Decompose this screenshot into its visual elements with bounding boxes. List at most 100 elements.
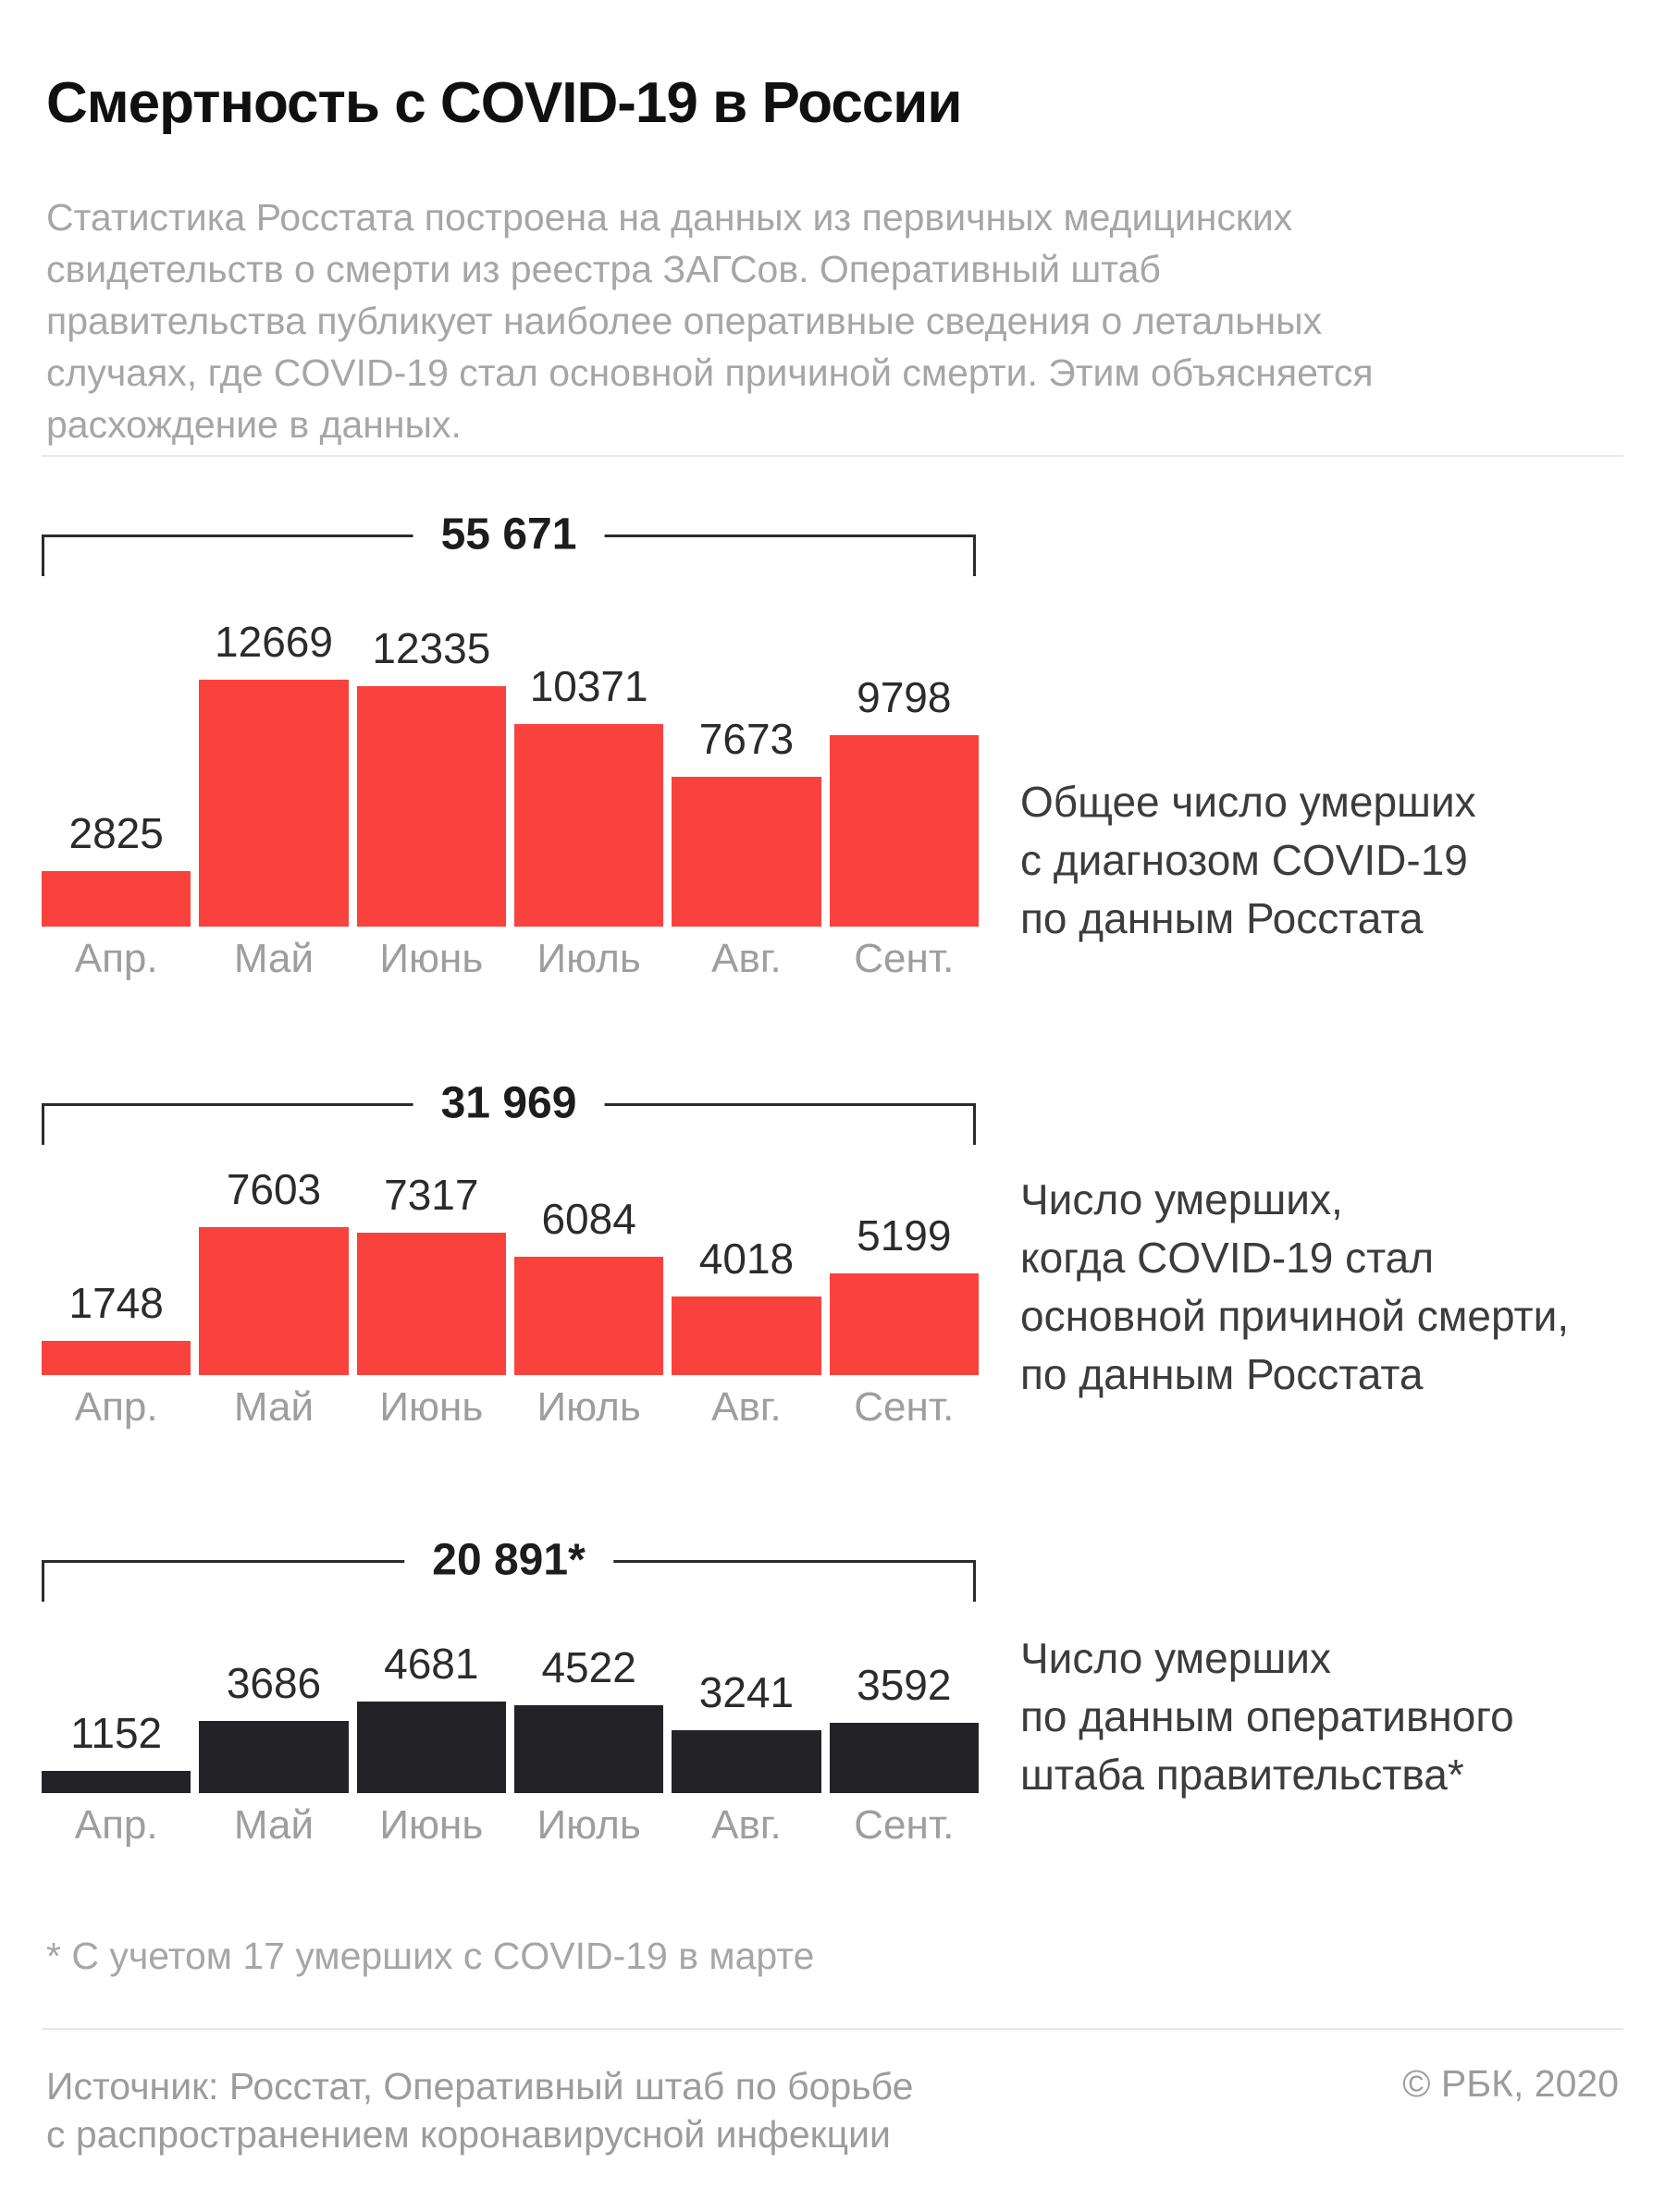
chart1-bar-group-sep: 9798: [829, 672, 979, 927]
month-label: Май: [233, 936, 314, 981]
chart2-bar-group-jun: 7317: [356, 1170, 506, 1375]
month-label: Май: [233, 1384, 314, 1430]
chart1-bar-group-jul: 10371: [513, 661, 664, 927]
chart1-bar-group-apr: 2825: [42, 808, 191, 927]
chart1-bars: 2825 12669 12335 10371 7673 9798: [42, 594, 979, 927]
caption-line: с диагнозом COVID-19: [1020, 836, 1468, 884]
bar-apr: [42, 1771, 191, 1793]
bar-value-label: 9798: [857, 673, 952, 721]
caption-line: по данным оперативного: [1020, 1692, 1514, 1740]
bar-sep: [829, 1723, 979, 1793]
caption-line: когда COVID-19 стал: [1020, 1234, 1435, 1282]
bar-jun: [356, 1702, 506, 1793]
month-label: Апр.: [74, 1802, 158, 1848]
chart1-total-label: 55 671: [413, 509, 605, 560]
month-label: Июль: [536, 1802, 641, 1848]
month-label: Сент.: [854, 936, 955, 981]
bar-aug: [672, 1296, 821, 1375]
bar-value-label: 10371: [529, 662, 648, 710]
bar-value-label: 3686: [226, 1659, 322, 1707]
bar-aug: [672, 1730, 821, 1793]
month-label: Июнь: [379, 936, 484, 981]
month-label: Июль: [536, 936, 641, 981]
month-label: Авг.: [711, 936, 782, 981]
bar-value-label: 5199: [857, 1211, 952, 1260]
chart2-bar-group-aug: 4018: [672, 1234, 821, 1375]
chart3-total-label: 20 891*: [404, 1534, 613, 1586]
chart2-month-axis: Апр. Май Июнь Июль Авг. Сент.: [42, 1384, 979, 1431]
intro-paragraph: Статистика Росстата построена на данных …: [46, 196, 1374, 446]
chart3-bar-group-apr: 1152: [42, 1708, 191, 1793]
bar-value-label: 3592: [857, 1661, 952, 1709]
caption-line: основной причиной смерти,: [1020, 1292, 1570, 1340]
copyright: © РБК, 2020: [1402, 2062, 1619, 2105]
bar-value-label: 12335: [372, 624, 491, 672]
chart1-total-bracket: 55 671: [42, 509, 976, 576]
month-label: Апр.: [74, 1384, 158, 1430]
caption-line: по данным Росстата: [1020, 1350, 1424, 1398]
month-label: Июнь: [379, 1802, 484, 1848]
month-label: Июнь: [379, 1384, 484, 1430]
chart3-caption: Число умерших по данным оперативного шта…: [1020, 1629, 1649, 1804]
chart3-bar-group-aug: 3241: [672, 1667, 821, 1793]
bar-value-label: 1748: [68, 1279, 164, 1327]
bar-value-label: 12669: [215, 618, 333, 666]
bottom-divider: [42, 2028, 1623, 2030]
bar-apr: [42, 1341, 191, 1375]
chart2-bars: 1748 7603 7317 6084 4018 5199: [42, 1042, 979, 1375]
bar-jul: [513, 1257, 664, 1375]
top-divider: [42, 455, 1623, 457]
chart3-bar-group-jun: 4681: [356, 1639, 506, 1793]
chart3-bar-group-jul: 4522: [513, 1642, 664, 1793]
chart3-month-axis: Апр. Май Июнь Июль Авг. Сент.: [42, 1802, 979, 1849]
footnote: * С учетом 17 умерших с COVID-19 в марте: [46, 1935, 815, 1977]
chart3-total-bracket: 20 891*: [42, 1534, 976, 1602]
bar-value-label: 7317: [384, 1171, 479, 1219]
month-label: Апр.: [74, 936, 158, 981]
bar-value-label: 2825: [68, 809, 164, 857]
month-label: Июль: [536, 1384, 641, 1430]
chart1-bar-group-may: 12669: [199, 617, 349, 927]
source-line: Источник: Росстат, Оперативный штаб по б…: [46, 2065, 914, 2108]
caption-line: Общее число умерших: [1020, 778, 1476, 826]
chart3-bar-group-sep: 3592: [829, 1660, 979, 1793]
caption-line: Число умерших,: [1020, 1175, 1343, 1223]
bar-may: [199, 680, 349, 927]
chart1-caption: Общее число умерших с диагнозом COVID-19…: [1020, 773, 1649, 948]
bar-value-label: 4522: [541, 1643, 636, 1691]
source-credit: Источник: Росстат, Оперативный штаб по б…: [46, 2062, 913, 2158]
bar-value-label: 3241: [698, 1668, 795, 1716]
bar-value-label: 7673: [698, 715, 795, 763]
bar-value-label: 1152: [70, 1709, 163, 1757]
bar-may: [199, 1721, 349, 1793]
bar-value-label: 6084: [541, 1195, 636, 1243]
chart2-total-bracket: 31 969: [42, 1077, 976, 1145]
bar-sep: [829, 1273, 979, 1375]
chart2-bar-group-jul: 6084: [513, 1194, 664, 1375]
caption-line: Число умерших: [1020, 1634, 1331, 1682]
bar-sep: [829, 735, 979, 927]
bar-jul: [513, 1705, 664, 1793]
bar-value-label: 7603: [226, 1165, 322, 1213]
month-label: Авг.: [711, 1802, 782, 1848]
chart2-bar-group-sep: 5199: [829, 1210, 979, 1375]
chart3-bar-group-may: 3686: [199, 1658, 349, 1793]
bar-value-label: 4018: [698, 1235, 795, 1283]
month-label: Май: [233, 1802, 314, 1848]
month-label: Сент.: [854, 1802, 955, 1848]
month-label: Сент.: [854, 1384, 955, 1430]
chart3-bars: 1152 3686 4681 4522 3241 3592: [42, 1460, 979, 1793]
bar-jun: [356, 1233, 506, 1375]
chart2-bar-group-apr: 1748: [42, 1278, 191, 1375]
chart1-bar-group-aug: 7673: [672, 714, 821, 927]
source-line: с распространением коронавирусной инфекц…: [46, 2113, 891, 2156]
caption-line: штаба правительства*: [1020, 1751, 1464, 1799]
bar-jul: [513, 724, 664, 927]
bar-aug: [672, 777, 821, 927]
bar-apr: [42, 871, 191, 927]
bar-may: [199, 1227, 349, 1375]
chart2-caption: Число умерших, когда COVID-19 стал основ…: [1020, 1171, 1649, 1404]
chart2-total-label: 31 969: [413, 1077, 605, 1129]
caption-line: по данным Росстата: [1020, 894, 1424, 942]
